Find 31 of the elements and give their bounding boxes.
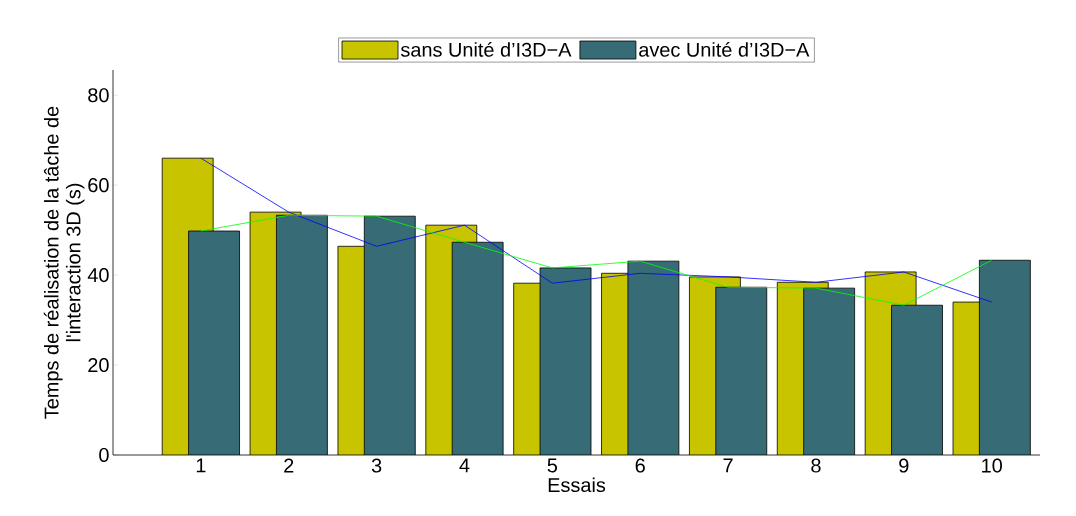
y-tick-label: 40 xyxy=(87,268,109,283)
x-tick-label: 5 xyxy=(547,458,558,473)
legend-label: avec Unité d’I3D−A xyxy=(639,41,810,57)
x-tick-label: 7 xyxy=(723,458,733,473)
bar xyxy=(891,305,943,455)
bar xyxy=(715,287,767,455)
y-tick-label: 20 xyxy=(88,358,109,373)
bar xyxy=(978,259,1031,455)
y-axis-title: Temps de réalisation de la tâche de l'interaction 3D (s) xyxy=(43,106,85,419)
bar xyxy=(452,242,504,455)
x-tick-label: 1 xyxy=(196,458,206,473)
legend-label: sans Unité d’I3D−A xyxy=(400,41,572,57)
bar xyxy=(627,261,679,455)
x-tick-label: 9 xyxy=(899,458,909,473)
bar xyxy=(364,216,416,455)
x-tick-label: 3 xyxy=(371,458,382,473)
x-tick-label: 6 xyxy=(635,458,645,473)
bar xyxy=(540,267,592,455)
x-tick-label: 10 xyxy=(982,458,1002,473)
y-tick-label: 0 xyxy=(99,447,109,463)
bar xyxy=(276,215,328,455)
y-tick-label: 60 xyxy=(88,178,109,193)
x-tick-label: 2 xyxy=(284,458,294,473)
x-axis-title: Essais xyxy=(548,477,606,493)
bar xyxy=(188,231,240,455)
x-tick-label: 8 xyxy=(811,458,821,473)
x-tick-label: 4 xyxy=(459,458,470,473)
bar xyxy=(803,288,855,455)
y-tick-label: 80 xyxy=(88,88,109,103)
line-series xyxy=(200,157,993,303)
line-series xyxy=(200,214,993,306)
